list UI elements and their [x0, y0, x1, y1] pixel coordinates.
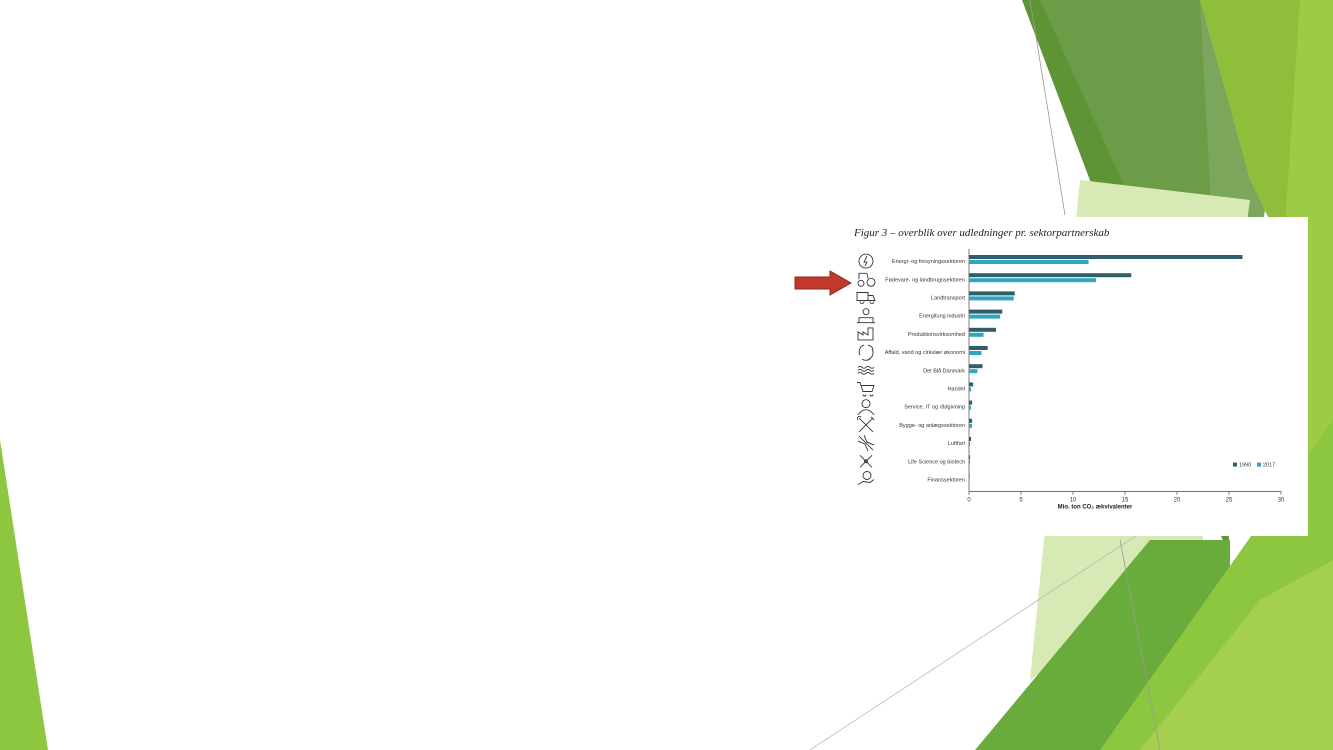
waves-icon-path — [857, 365, 875, 375]
factory-worker-icon-path — [857, 308, 875, 324]
bar-2017 — [969, 387, 972, 392]
category-label: Energitung industri — [919, 314, 965, 320]
category-label: Bygge- og anlægssektoren — [899, 423, 965, 429]
category-label: Produktionsvirksomhed — [908, 332, 965, 338]
factory-worker-icon — [857, 308, 875, 324]
category-label: Fødevare- og landbrugssektoren — [885, 277, 965, 283]
tools-icon-path — [857, 415, 875, 433]
deco-line-1 — [1029, 0, 1066, 216]
bar-1990 — [969, 327, 997, 332]
category-label: Affald, vand og cirkulær økonomi — [885, 350, 965, 356]
category-label: Life Science og biotech — [908, 459, 965, 465]
bar-2017 — [969, 296, 1014, 301]
airplane-icon — [857, 434, 875, 452]
bar-2017 — [969, 460, 971, 465]
x-tick-label: 30 — [1278, 498, 1285, 504]
x-tick-label: 10 — [1070, 498, 1077, 504]
bar-1990 — [969, 273, 1132, 278]
production-icon — [857, 327, 874, 341]
legend-label: 2017 — [1263, 463, 1275, 469]
x-tick-label: 0 — [967, 498, 971, 504]
deco-line-3 — [1119, 539, 1161, 750]
bar-2017 — [969, 405, 972, 410]
bar-2017 — [969, 314, 1001, 319]
bar-2017 — [969, 332, 984, 337]
tractor-icon — [857, 272, 876, 287]
green-shape-bottom-bright — [1140, 560, 1333, 750]
x-tick-label: 5 — [1019, 498, 1023, 504]
bar-2017 — [969, 369, 978, 374]
bar-1990 — [969, 473, 970, 478]
bar-1990 — [969, 364, 983, 369]
category-label: Service, IT og rådgivning — [904, 404, 965, 411]
bar-1990 — [969, 309, 1003, 314]
bar-2017 — [969, 260, 1089, 264]
recycle-icon-path — [858, 344, 874, 361]
category-label: Luftfart — [948, 441, 966, 447]
bar-1990 — [969, 418, 973, 423]
bar-chart: Energi- og forsyningssektoren Fødevare- o… — [856, 249, 1285, 511]
category-label: Landtransport — [931, 296, 965, 302]
x-axis-title: Mio. ton CO₂ ækvivalenter — [1058, 505, 1133, 511]
tractor-icon-path — [857, 272, 876, 287]
chart-figure: Energi- og forsyningssektoren Fødevare- o… — [847, 217, 1308, 536]
bar-1990 — [969, 455, 971, 460]
bar-1990 — [969, 291, 1015, 296]
consultant-icon — [857, 399, 875, 415]
x-tick-label: 15 — [1122, 498, 1129, 504]
bar-2017 — [969, 278, 1096, 283]
bar-1990 — [969, 255, 1243, 259]
lightning-icon-path — [858, 253, 874, 269]
bar-2017 — [969, 351, 982, 355]
highlight-arrow-icon — [794, 270, 853, 296]
x-tick-label: 20 — [1174, 498, 1181, 504]
waves-icon — [857, 365, 875, 375]
bar-1990 — [969, 346, 988, 350]
deco-line-2 — [809, 519, 1161, 750]
bar-1990 — [969, 382, 974, 387]
shopping-cart-icon-path — [857, 382, 875, 397]
category-label: Finanssektoren — [927, 478, 965, 484]
bar-1990 — [969, 437, 972, 441]
truck-icon — [856, 292, 876, 304]
consultant-icon-path — [857, 399, 875, 415]
bar-2017 — [969, 442, 971, 446]
legend-swatch — [1233, 462, 1237, 467]
finance-hand-icon-path — [857, 471, 875, 485]
molecule-icon-path — [859, 454, 873, 468]
molecule-icon — [859, 454, 873, 468]
category-label: Handel — [948, 387, 965, 393]
recycle-icon — [858, 344, 874, 361]
green-shape-left — [0, 440, 48, 750]
shopping-cart-icon — [857, 382, 875, 397]
airplane-icon-path — [857, 434, 875, 452]
legend-swatch — [1257, 462, 1261, 467]
legend-label: 1990 — [1239, 463, 1251, 469]
bar-2017 — [969, 478, 970, 483]
finance-hand-icon — [857, 471, 875, 485]
production-icon-path — [857, 327, 874, 341]
bar-1990 — [969, 400, 973, 405]
category-label: Det Blå Danmark — [923, 367, 965, 374]
lightning-icon — [858, 253, 874, 269]
figure-title: Figur 3 – overblik over udledninger pr. … — [854, 227, 1110, 239]
truck-icon-path — [856, 292, 876, 304]
tools-icon — [857, 415, 875, 433]
category-label: Energi- og forsyningssektoren — [892, 259, 965, 265]
x-tick-label: 25 — [1226, 498, 1233, 504]
bar-2017 — [969, 423, 973, 428]
